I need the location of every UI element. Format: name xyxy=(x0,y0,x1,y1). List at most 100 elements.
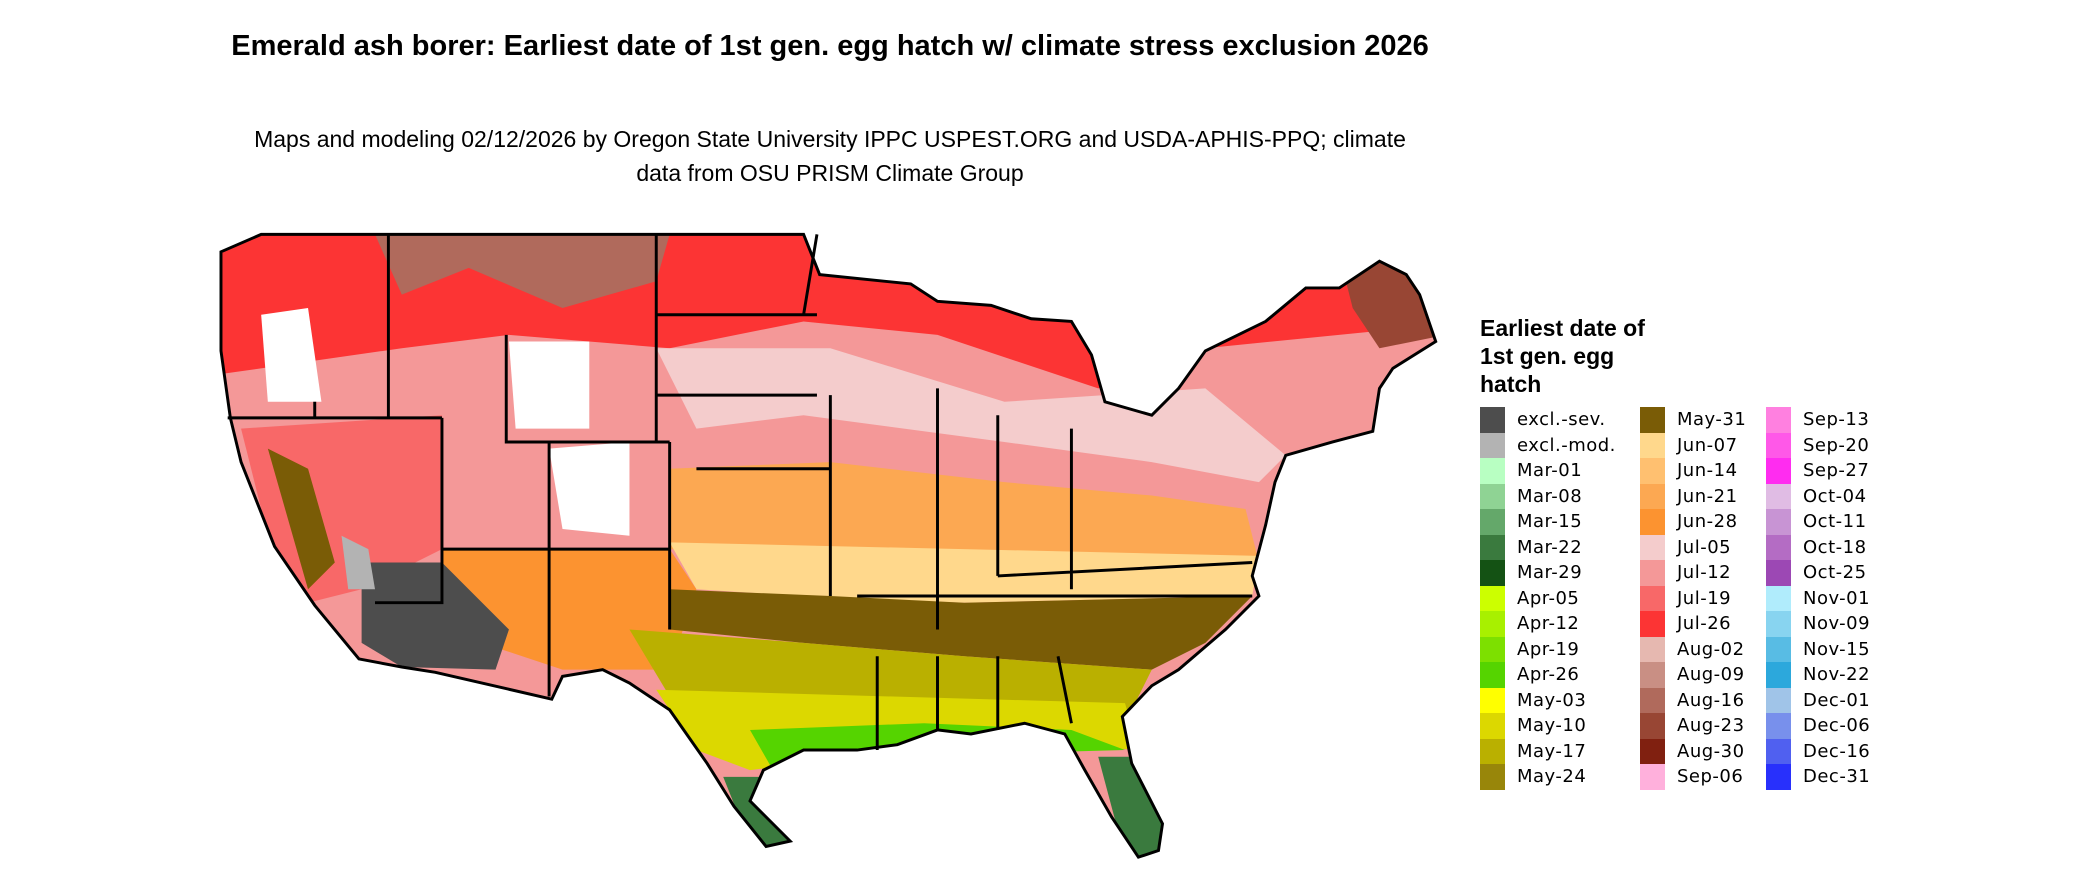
legend-item: Oct-25 xyxy=(1766,560,1870,586)
legend-item: Jun-14 xyxy=(1640,458,1746,484)
legend-item: Dec-06 xyxy=(1766,713,1870,739)
legend-item: Dec-01 xyxy=(1766,687,1871,713)
legend-swatch xyxy=(1766,407,1791,433)
legend-item: Dec-31 xyxy=(1766,764,1870,790)
region-excl-moderate xyxy=(341,535,375,590)
legend-item: Sep-06 xyxy=(1640,764,1746,790)
legend-item: Sep-27 xyxy=(1766,458,1870,484)
legend-column-3: Sep-13 Sep-20 Sep-27 Oct-04 Oct-11 Oct-18 Oct-… xyxy=(1766,407,1870,790)
region-white-cascades xyxy=(261,308,322,402)
region-white-wyoming xyxy=(508,341,590,429)
legend-label: Dec-01 xyxy=(1803,689,1871,711)
region-jun-28-southwest xyxy=(441,549,697,670)
legend-item: Nov-15 xyxy=(1766,636,1870,662)
legend-label: Oct-04 xyxy=(1803,485,1867,507)
legend-swatch xyxy=(1766,662,1791,688)
legend-swatch xyxy=(1480,534,1505,560)
legend-swatch xyxy=(1480,713,1505,739)
legend-swatch xyxy=(1480,432,1505,458)
legend-label: excl.-sev. xyxy=(1517,409,1606,431)
legend-swatch xyxy=(1766,458,1791,484)
legend-item: Nov-22 xyxy=(1766,662,1870,688)
map-subtitle: Maps and modeling 02/12/2026 by Oregon S… xyxy=(254,126,1406,186)
legend-item: Jun-21 xyxy=(1640,483,1746,509)
legend-item: Jun-28 xyxy=(1640,509,1746,535)
region-excl-severe xyxy=(361,562,509,670)
legend-swatch xyxy=(1766,611,1791,637)
legend-item: Sep-20 xyxy=(1766,432,1870,458)
legend-swatch xyxy=(1640,407,1665,433)
legend-item: Apr-12 xyxy=(1480,611,1616,637)
legend-item: Apr-19 xyxy=(1480,636,1616,662)
legend-swatch xyxy=(1480,407,1505,433)
legend-item: Aug-09 xyxy=(1640,662,1746,688)
legend-label: Mar-29 xyxy=(1517,562,1583,584)
legend-label: Aug-09 xyxy=(1677,664,1745,686)
legend-label: Jun-21 xyxy=(1677,485,1738,507)
legend-label: May-31 xyxy=(1677,409,1747,431)
legend-swatch xyxy=(1766,636,1791,662)
legend-swatch xyxy=(1640,662,1665,688)
legend-label: Dec-16 xyxy=(1803,740,1871,762)
legend-label: May-03 xyxy=(1517,689,1587,711)
legend-swatch xyxy=(1480,585,1505,611)
legend-item: Oct-04 xyxy=(1766,483,1870,509)
region-white-colorado xyxy=(549,441,630,536)
legend-label: Dec-06 xyxy=(1803,715,1871,737)
legend-label: Jun-28 xyxy=(1677,511,1738,533)
legend-item: May-10 xyxy=(1480,713,1616,739)
legend-swatch xyxy=(1640,509,1665,535)
legend-swatch xyxy=(1480,483,1505,509)
legend-swatch xyxy=(1640,687,1665,713)
legend-label: Oct-18 xyxy=(1803,536,1867,558)
legend-label: Aug-16 xyxy=(1677,689,1745,711)
legend-swatch xyxy=(1766,738,1791,764)
legend-label: Jul-12 xyxy=(1677,562,1732,584)
legend-label: May-24 xyxy=(1517,766,1587,788)
legend-item: Dec-16 xyxy=(1766,738,1871,764)
legend-item: Apr-26 xyxy=(1480,662,1616,688)
legend-swatch xyxy=(1480,458,1505,484)
legend-swatch xyxy=(1766,509,1791,535)
legend-swatch xyxy=(1480,662,1505,688)
legend-item: Mar-15 xyxy=(1480,509,1616,535)
legend-swatch xyxy=(1766,585,1791,611)
legend-label: Jul-26 xyxy=(1677,613,1732,635)
legend-swatch xyxy=(1480,560,1505,586)
legend-swatch xyxy=(1480,636,1505,662)
legend-label: Sep-06 xyxy=(1677,766,1744,788)
legend-label: Jul-05 xyxy=(1677,536,1732,558)
region-may-31 xyxy=(669,589,1253,670)
legend-swatch xyxy=(1766,764,1791,790)
legend-column-1: excl.-sev. excl.-mod. Mar-01 Mar-08 Mar-15 Ma… xyxy=(1480,407,1616,790)
legend-label: May-17 xyxy=(1517,740,1587,762)
legend-item: Aug-23 xyxy=(1640,713,1746,739)
legend-item: Nov-01 xyxy=(1766,585,1870,611)
legend-title: Earliest date of 1st gen. egg hatch xyxy=(1480,315,1645,397)
legend-swatch xyxy=(1640,483,1665,509)
region-jul-05 xyxy=(656,348,1286,483)
legend-item: Jul-26 xyxy=(1640,611,1746,637)
legend-label: Apr-19 xyxy=(1517,638,1580,660)
legend-item: Oct-18 xyxy=(1766,534,1870,560)
legend-item: May-03 xyxy=(1480,687,1616,713)
region-aug-16 xyxy=(375,234,670,309)
legend-swatch xyxy=(1766,534,1791,560)
legend-label: Oct-25 xyxy=(1803,562,1867,584)
legend-item: Aug-16 xyxy=(1640,687,1746,713)
legend-column-2: May-31 Jun-07 Jun-14 Jun-21 Jun-28 Jul-05 Jul-… xyxy=(1640,407,1746,790)
legend-swatch xyxy=(1766,483,1791,509)
legend-item: Mar-29 xyxy=(1480,560,1616,586)
legend-item: May-31 xyxy=(1640,407,1746,433)
legend-item: Jun-07 xyxy=(1640,432,1746,458)
legend-swatch xyxy=(1640,738,1665,764)
legend-label: Aug-23 xyxy=(1677,715,1745,737)
legend-item: Mar-08 xyxy=(1480,483,1616,509)
legend-swatch xyxy=(1640,713,1665,739)
legend-swatch xyxy=(1640,764,1665,790)
legend-item: Jul-05 xyxy=(1640,534,1746,560)
legend-swatch xyxy=(1480,764,1505,790)
legend-item: Jul-19 xyxy=(1640,585,1746,611)
legend-item: May-24 xyxy=(1480,764,1616,790)
